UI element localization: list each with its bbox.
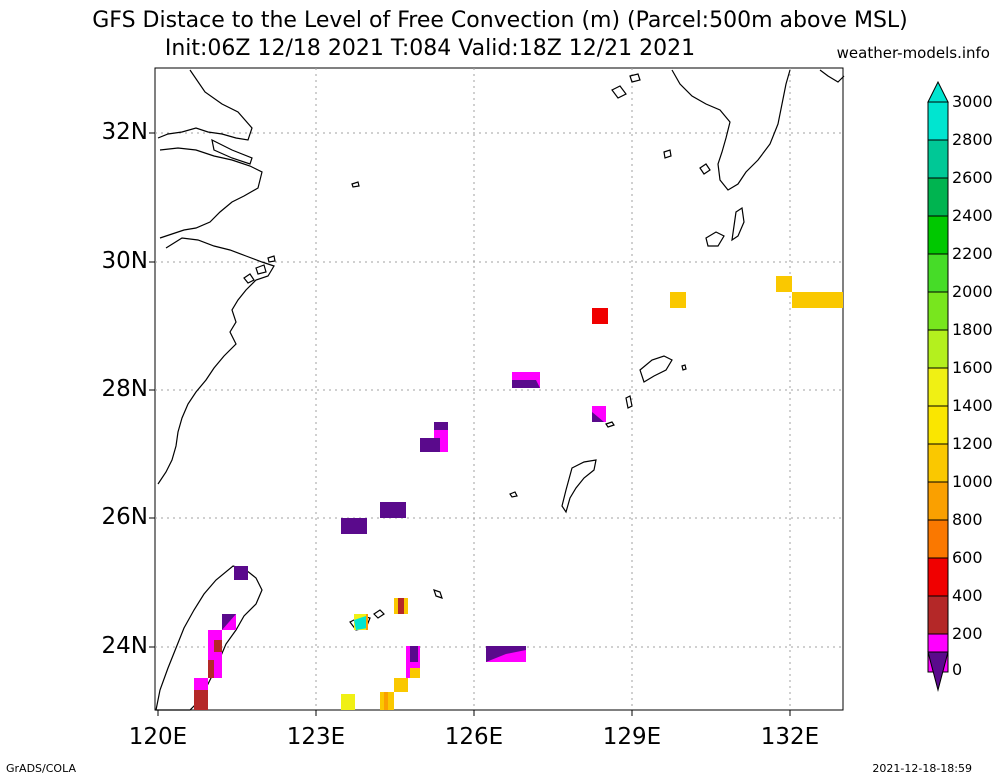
colorbar-label: 200 [952,624,983,643]
colorbar-label: 2000 [952,282,993,301]
lat-label-32n: 32N [101,119,148,145]
colorbar-label: 2600 [952,168,993,187]
colorbar-label: 1600 [952,358,993,377]
lat-label-24n: 24N [101,633,148,659]
colorbar-top-arrow [927,80,949,103]
footer-credit: GrADS/COLA [6,762,76,775]
colorbar-label: 800 [952,510,983,529]
colorbar-label: 1200 [952,434,993,453]
colorbar-label: 0 [952,660,963,679]
lon-label-120e: 120E [128,724,188,750]
colorbar-label: 3000 [952,92,993,111]
chongming-island [211,138,253,165]
colorbar-label: 2200 [952,244,993,263]
amami-island [639,355,673,383]
okinawa-island [561,459,597,514]
colorbar [927,80,949,692]
cell-125-23-4 [394,678,408,692]
colorbar-label: 400 [952,586,983,605]
yangtze-estuary [159,147,263,239]
lon-label-126e: 126E [444,724,504,750]
colorbar-label: 2400 [952,206,993,225]
cell-128-29-1 [592,308,608,324]
cell-121-25-1 [234,566,248,580]
cell-132-29-6 [776,276,792,292]
cell-130-29-4 [670,292,686,308]
cell-124-23-0 [341,694,355,710]
lon-label-123e: 123E [286,724,346,750]
lon-label-132e: 132E [760,724,820,750]
kyushu-coast [671,69,791,191]
colorbar-label: 600 [952,548,983,567]
tanegashima-island [731,206,745,242]
lat-label-26n: 26N [101,504,148,530]
lat-label-30n: 30N [101,248,148,274]
lat-label-28n: 28N [101,376,148,402]
footer-timestamp: 2021-12-18-18:59 [872,762,972,775]
colorbar-label: 1400 [952,396,993,415]
colorbar-label: 1000 [952,472,993,491]
site-credit: weather-models.info [836,44,990,62]
axis-ticks [149,132,791,716]
zhejiang-coast [157,237,275,485]
map-frame [154,67,844,711]
cell-132-29-4 [792,292,843,308]
lfc-shading [194,276,843,710]
lon-label-129e: 129E [602,724,662,750]
chart-title: GFS Distace to the Level of Free Convect… [92,8,908,33]
colorbar-label: 1800 [952,320,993,339]
cell-124-26-1 [380,502,406,518]
cell-123-25-9 [341,518,367,534]
yakushima-island [705,231,725,247]
colorbar-label: 2800 [952,130,993,149]
china-coast-north [157,69,253,141]
chart-subtitle: Init:06Z 12/18 2021 T:084 Valid:18Z 12/2… [164,36,696,61]
